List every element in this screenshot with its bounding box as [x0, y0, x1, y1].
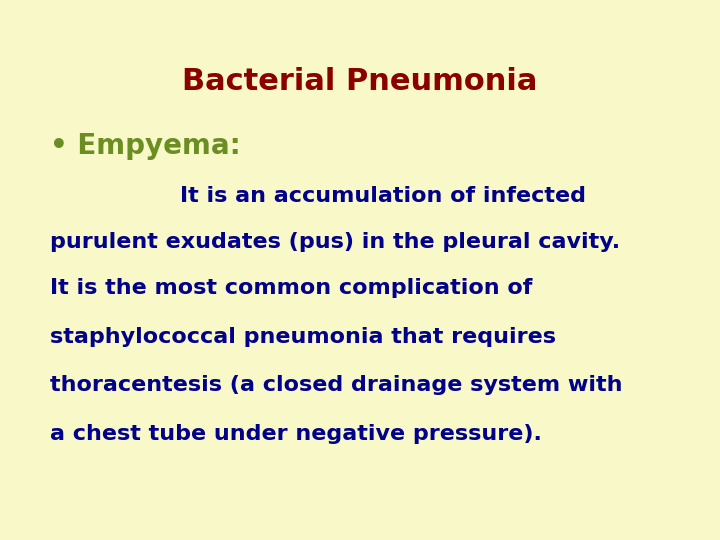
Text: It is an accumulation of infected: It is an accumulation of infected: [180, 186, 586, 206]
Text: It is the most common complication of: It is the most common complication of: [50, 278, 533, 298]
Text: staphylococcal pneumonia that requires: staphylococcal pneumonia that requires: [50, 327, 557, 347]
Text: purulent exudates (pus) in the pleural cavity.: purulent exudates (pus) in the pleural c…: [50, 232, 621, 252]
Text: Bacterial Pneumonia: Bacterial Pneumonia: [182, 68, 538, 97]
Text: thoracentesis (a closed drainage system with: thoracentesis (a closed drainage system …: [50, 375, 623, 395]
Text: • Empyema:: • Empyema:: [50, 132, 241, 160]
Text: a chest tube under negative pressure).: a chest tube under negative pressure).: [50, 424, 542, 444]
